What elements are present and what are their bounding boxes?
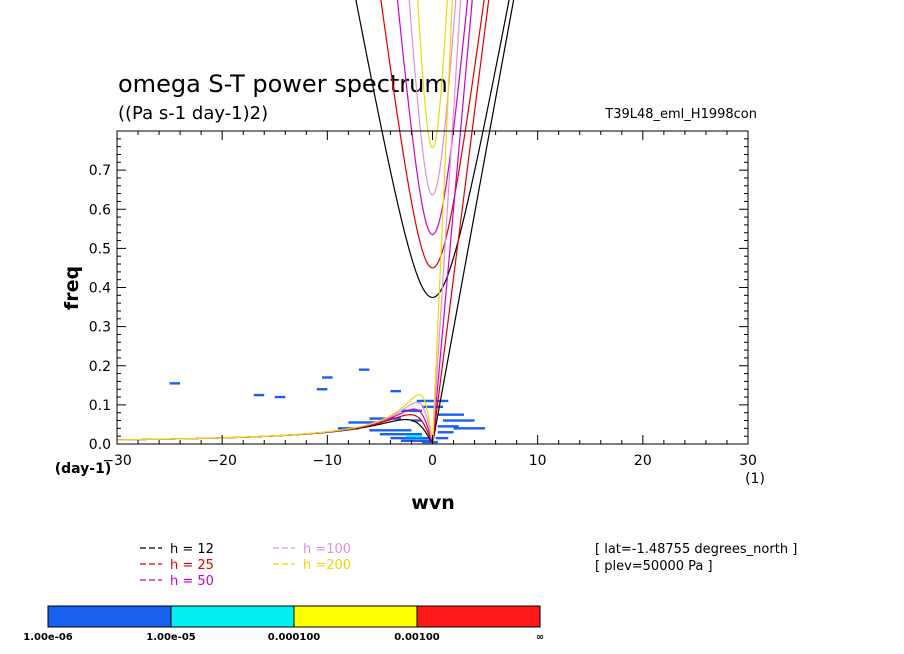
- lat-info: [ lat=-1.48755 degrees_north ]: [595, 542, 797, 557]
- legend-label: h = 50: [170, 574, 214, 589]
- power-patch: [421, 405, 444, 409]
- y-axis-title: freq: [61, 266, 83, 310]
- x-tick-label: 0: [428, 453, 437, 469]
- colorbar-label: 0.00100: [394, 632, 440, 643]
- power-patch: [322, 376, 333, 379]
- power-patch: [369, 429, 412, 432]
- dispersion-curves: [117, 0, 515, 445]
- power-patch: [169, 382, 181, 385]
- inertia-gravity-curve: [380, 0, 485, 269]
- power-patch: [406, 434, 422, 438]
- power-patch: [348, 421, 380, 424]
- x-axis: −30 −20 −10 0 10 20 30: [102, 131, 757, 469]
- x-axis-title: wvn: [411, 492, 454, 514]
- y-tick-label: 0.2: [89, 359, 111, 375]
- legend-label: h =200: [303, 558, 351, 573]
- colorbar-label: 1.00e-06: [23, 632, 73, 643]
- power-patch: [316, 388, 328, 391]
- inertia-gravity-curve: [408, 0, 457, 196]
- run-label: T39L48_eml_H1998con: [604, 107, 757, 122]
- power-patch: [400, 409, 422, 412]
- y-unit-label: (day-1): [55, 461, 112, 477]
- x-tick-label: 20: [634, 453, 652, 469]
- power-patch: [253, 393, 265, 397]
- legend-label: h = 25: [170, 558, 214, 573]
- y-tick-label: 0.0: [89, 437, 111, 453]
- x-tick-label: −10: [313, 453, 343, 469]
- chart-title: omega S-T power spectrum: [118, 70, 448, 98]
- y-tick-label: 0.3: [89, 320, 111, 336]
- kelvin-curve: [431, 0, 515, 445]
- power-patch: [274, 395, 286, 399]
- inertia-gravity-curve: [417, 0, 448, 149]
- kelvin-curve: [431, 0, 490, 445]
- plot-frame: [116, 130, 749, 445]
- power-patch: [416, 399, 449, 403]
- inertia-gravity-curve: [355, 0, 510, 299]
- colorbar-segment: [293, 605, 418, 628]
- power-patch: [437, 413, 465, 416]
- colorbar-label: 0.000100: [268, 632, 321, 643]
- y-tick-label: 0.4: [89, 281, 111, 297]
- power-patch: [379, 433, 422, 436]
- power-patch: [358, 368, 370, 371]
- x-tick-label: 30: [739, 453, 757, 469]
- y-tick-label: 0.1: [89, 398, 111, 414]
- legend-label: h =100: [303, 542, 351, 557]
- colorbar-segment: [170, 605, 295, 628]
- colorbar: 1.00e-06 1.00e-05 0.000100 0.00100 ∞: [23, 605, 544, 643]
- power-patch: [435, 436, 449, 440]
- power-patch: [390, 389, 401, 393]
- power-patch: [390, 436, 433, 440]
- power-patch: [400, 439, 433, 443]
- power-patch: [437, 425, 459, 428]
- y-tick-label: 0.7: [89, 163, 111, 179]
- legend-label: h = 12: [170, 542, 214, 557]
- x-unit-label: (1): [745, 471, 765, 487]
- power-patch: [443, 419, 475, 422]
- chart-subtitle: ((Pa s-1 day-1)2): [118, 103, 268, 124]
- colorbar-label: 1.00e-05: [146, 632, 196, 643]
- x-tick-label: −30: [102, 453, 132, 469]
- colorbar-segment: [416, 605, 541, 628]
- power-patch: [437, 431, 454, 434]
- y-tick-label: 0.5: [89, 241, 111, 257]
- power-patch: [453, 427, 486, 430]
- y-axis: 0.0 0.1 0.2 0.3 0.4 0.5 0.6 0.7: [89, 138, 748, 453]
- colorbar-segment: [47, 605, 172, 628]
- rossby-curve: [117, 394, 433, 441]
- plev-info: [ plev=50000 Pa ]: [595, 559, 713, 574]
- power-patch: [421, 440, 438, 444]
- y-tick-label: 0.6: [89, 202, 111, 218]
- power-patch: [411, 419, 422, 422]
- colorbar-label: ∞: [536, 632, 544, 643]
- x-tick-label: −20: [207, 453, 237, 469]
- inertia-gravity-curve: [396, 0, 469, 236]
- x-tick-label: 10: [529, 453, 547, 469]
